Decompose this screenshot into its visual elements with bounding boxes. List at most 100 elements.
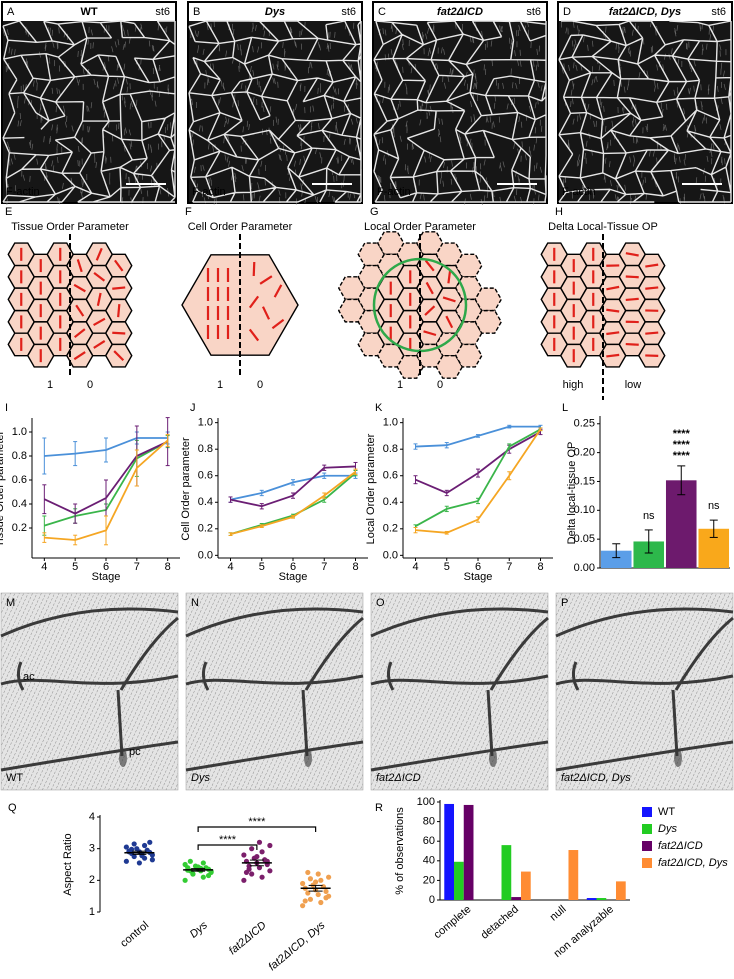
x-tick-label: 6 <box>475 561 481 573</box>
wing-vein <box>0 740 179 772</box>
vein-junction <box>674 749 682 767</box>
y-tick-label: 0 <box>429 894 435 906</box>
wing-vein <box>0 674 179 686</box>
wing-vein <box>671 689 679 757</box>
x-tick-label: detached <box>479 903 521 941</box>
panel-letter: F <box>185 206 192 218</box>
hex-cell <box>454 343 483 368</box>
wing-vein <box>185 607 364 638</box>
series-line <box>44 437 168 457</box>
legend-label: Dys <box>658 823 677 835</box>
y-axis-label: Aspect Ratio <box>62 833 74 895</box>
y-tick-label: 0.0 <box>383 549 398 561</box>
data-point <box>126 849 132 855</box>
wing-vein <box>301 689 309 757</box>
panel-letter: P <box>561 597 568 609</box>
cell-orientation <box>625 252 639 257</box>
data-point <box>139 853 145 859</box>
data-point <box>200 874 206 880</box>
x-tick-label: 8 <box>537 561 543 573</box>
actin-texture <box>189 21 358 205</box>
data-point <box>256 839 263 845</box>
cell-orientation <box>252 261 256 277</box>
legend-label: fat2ΔICD, Dys <box>658 857 728 869</box>
diagram-title: Cell Order Parameter <box>188 221 293 233</box>
order-label: 0 <box>87 379 93 391</box>
panel-letter: O <box>376 597 385 609</box>
x-tick-label: complete <box>432 903 474 941</box>
data-point <box>302 898 308 904</box>
y-tick-label: 0.2 <box>198 523 213 535</box>
y-axis-label: Cell Order parameter <box>180 437 192 541</box>
vein-junction <box>119 749 127 767</box>
y-tick-label: 1.0 <box>198 417 213 429</box>
panel-letter: K <box>375 402 383 414</box>
wing-vein <box>201 661 210 691</box>
cell-orientation <box>606 331 620 336</box>
y-axis-label: Tissue Order parameter <box>0 430 6 547</box>
cell-orientation <box>447 270 452 284</box>
x-tick-label: null <box>548 903 569 923</box>
data-point <box>141 842 148 849</box>
data-point <box>305 890 311 896</box>
y-tick-label: 0.2 <box>383 523 398 535</box>
x-tick-label: 6 <box>103 561 109 573</box>
wing-vein <box>555 674 734 686</box>
panel-letter: R <box>375 802 383 814</box>
stain-label: F-actin <box>6 186 40 198</box>
legend-label: WT <box>658 806 675 818</box>
cell-orientation <box>645 331 659 335</box>
panel-letter: J <box>190 402 196 414</box>
cell-orientation <box>93 339 106 349</box>
panel-letter: B <box>193 6 200 18</box>
cell-orientation <box>76 259 83 273</box>
genotype-label: fat2ΔICD, Dys <box>609 6 681 18</box>
genotype-label: fat2ΔICD <box>376 772 421 784</box>
cell-orientation <box>113 350 125 362</box>
cell-orientation <box>114 259 124 272</box>
y-tick-label: 0.8 <box>383 443 398 455</box>
wing-vein <box>386 661 395 691</box>
stain-label: F-actin <box>192 186 226 198</box>
order-label: low <box>625 379 642 391</box>
data-point <box>190 871 196 877</box>
order-label: 0 <box>437 379 443 391</box>
y-tick-label: 0.4 <box>198 496 213 508</box>
data-point <box>323 895 329 901</box>
cell-outlines <box>373 20 547 203</box>
order-label: 0 <box>257 379 263 391</box>
cell-orientation <box>259 275 273 285</box>
data-point <box>313 879 319 885</box>
cell-orientation <box>96 292 102 306</box>
legend-swatch <box>642 807 652 817</box>
data-point <box>187 858 193 864</box>
panel-letter: A <box>7 6 15 18</box>
wing-image <box>555 592 734 791</box>
x-tick-label: 8 <box>165 561 171 573</box>
hex-cell <box>474 287 503 312</box>
y-tick-label: 0.00 <box>574 562 595 574</box>
data-point <box>134 846 140 852</box>
y-axis-label: Local Order parameter <box>365 433 377 544</box>
data-point <box>254 853 260 860</box>
cell-orientation <box>248 295 260 309</box>
x-tick-label: 7 <box>506 561 512 573</box>
wing-vein <box>116 689 124 757</box>
series-line <box>230 465 356 508</box>
cell-orientation <box>423 330 437 337</box>
vein-junction <box>304 749 312 767</box>
series-line <box>415 428 541 527</box>
significance-label: **** <box>673 428 691 440</box>
bar <box>596 898 607 900</box>
cell-orientation <box>95 247 103 261</box>
cell-orientation <box>73 351 86 361</box>
cell-orientation <box>75 304 85 317</box>
y-tick-label: 0.4 <box>383 496 398 508</box>
series-line <box>415 425 541 448</box>
x-axis-label: Stage <box>279 571 308 583</box>
data-point <box>241 877 247 883</box>
vein-label: pc <box>129 746 141 758</box>
data-point <box>267 842 273 849</box>
bar <box>586 898 597 900</box>
